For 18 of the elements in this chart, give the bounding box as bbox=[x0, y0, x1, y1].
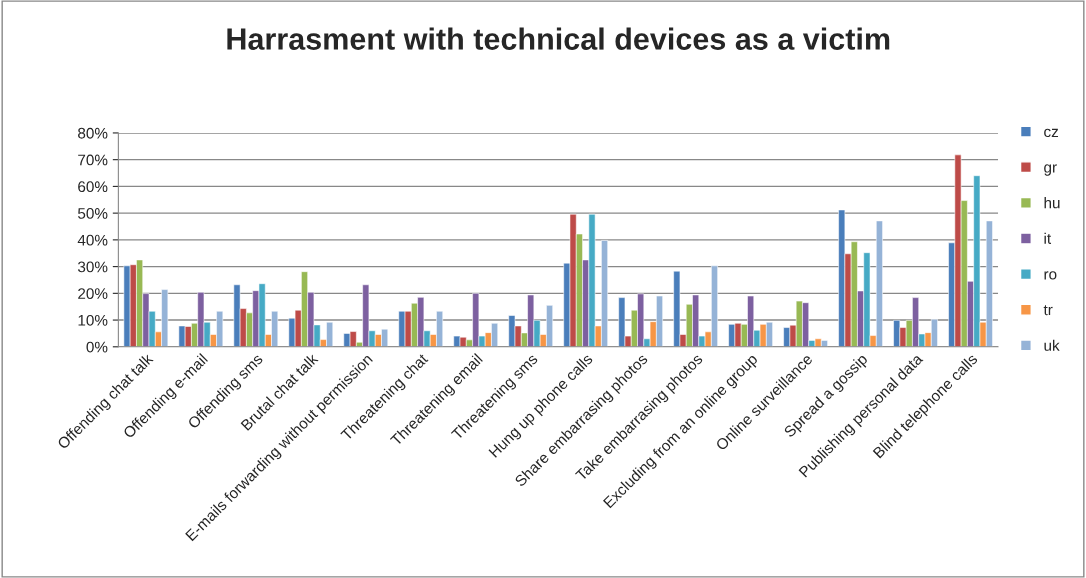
y-tick-label: 10% bbox=[78, 314, 108, 326]
y-tick-label: 70% bbox=[78, 154, 108, 166]
y-tick-label: 50% bbox=[77, 208, 108, 219]
y-tick-label: 30% bbox=[77, 261, 108, 273]
legend-label: gr bbox=[1044, 164, 1057, 176]
legend-label: tr bbox=[1043, 305, 1053, 316]
legend-label: it bbox=[1044, 232, 1052, 244]
legend-label: hu bbox=[1044, 197, 1060, 209]
y-tick-label: 40% bbox=[77, 234, 108, 246]
bar bbox=[893, 320, 901, 347]
chart-title: Harrasment with technical devices as a victim bbox=[227, 27, 890, 50]
y-tick-label: 60% bbox=[78, 181, 108, 193]
y-tick-label: 0% bbox=[86, 341, 108, 353]
y-tick-label: 20% bbox=[78, 288, 108, 300]
legend-label: ro bbox=[1044, 271, 1057, 280]
legend-label: cz bbox=[1044, 128, 1059, 138]
legend-label: uk bbox=[1044, 339, 1060, 351]
y-tick-label: 80% bbox=[78, 127, 108, 139]
